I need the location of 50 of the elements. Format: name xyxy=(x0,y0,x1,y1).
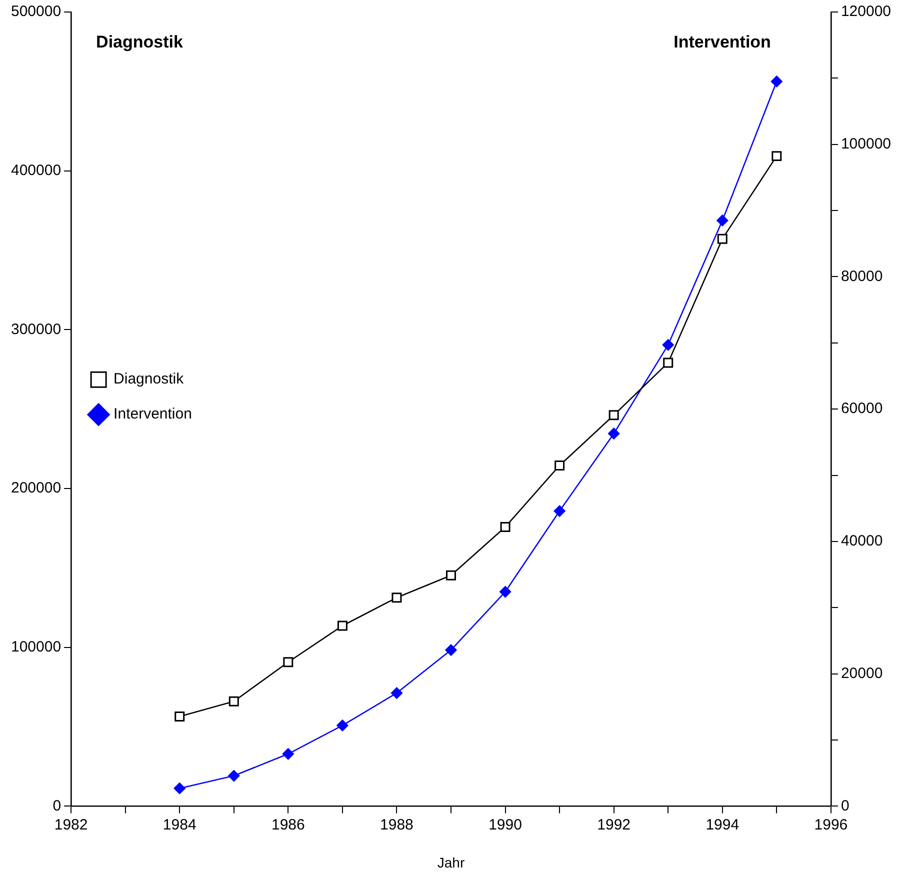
point xyxy=(283,657,294,668)
point xyxy=(445,644,457,656)
x-tick-label: 1990 xyxy=(488,816,522,834)
point xyxy=(337,620,348,631)
y2-axis-title: Intervention xyxy=(674,32,771,52)
y2-tick-label: 0 xyxy=(840,797,850,814)
x-tick-label: 1992 xyxy=(597,816,631,834)
x-axis-title: Jahr xyxy=(437,854,465,870)
point xyxy=(663,358,674,368)
y-tick-label: 300000 xyxy=(10,320,62,338)
x-tick-label: 1994 xyxy=(706,816,740,834)
point xyxy=(608,410,619,420)
y-tick-label: 200000 xyxy=(10,480,62,497)
y-tick-label: 500000 xyxy=(10,3,62,20)
point xyxy=(608,428,620,440)
point xyxy=(554,460,565,470)
point xyxy=(390,687,402,699)
point xyxy=(392,592,402,603)
point xyxy=(770,76,782,88)
y-axis-title: Diagnostik xyxy=(96,32,184,52)
y2-tick-label: 100000 xyxy=(840,136,892,153)
point xyxy=(500,522,510,532)
y-tick-label: 0 xyxy=(52,797,62,814)
point xyxy=(662,339,674,351)
legend-label: Intervention xyxy=(114,406,192,423)
y-tick-label: 400000 xyxy=(10,162,62,179)
point xyxy=(716,214,728,226)
x-tick-label: 1988 xyxy=(380,816,414,834)
point xyxy=(174,711,185,722)
y2-tick-label: 120000 xyxy=(840,3,892,20)
point xyxy=(717,234,728,244)
point xyxy=(554,505,566,517)
point xyxy=(228,770,240,782)
x-tick-label: 1996 xyxy=(814,816,848,834)
legend-label: Diagnostik xyxy=(114,370,184,388)
y2-tick-label: 80000 xyxy=(840,268,883,285)
point xyxy=(446,570,456,580)
y2-tick-label: 40000 xyxy=(840,532,883,550)
point xyxy=(500,586,512,598)
y2-tick-label: 20000 xyxy=(840,664,883,682)
y2-tick-label: 60000 xyxy=(840,400,883,418)
x-tick-label: 1984 xyxy=(162,816,196,834)
point xyxy=(174,782,186,794)
point xyxy=(772,151,782,162)
y-tick-label: 100000 xyxy=(10,638,62,656)
x-tick-label: 1982 xyxy=(54,816,88,834)
point xyxy=(228,696,239,706)
x-tick-label: 1986 xyxy=(271,816,305,834)
point xyxy=(336,720,348,732)
point xyxy=(282,748,294,760)
